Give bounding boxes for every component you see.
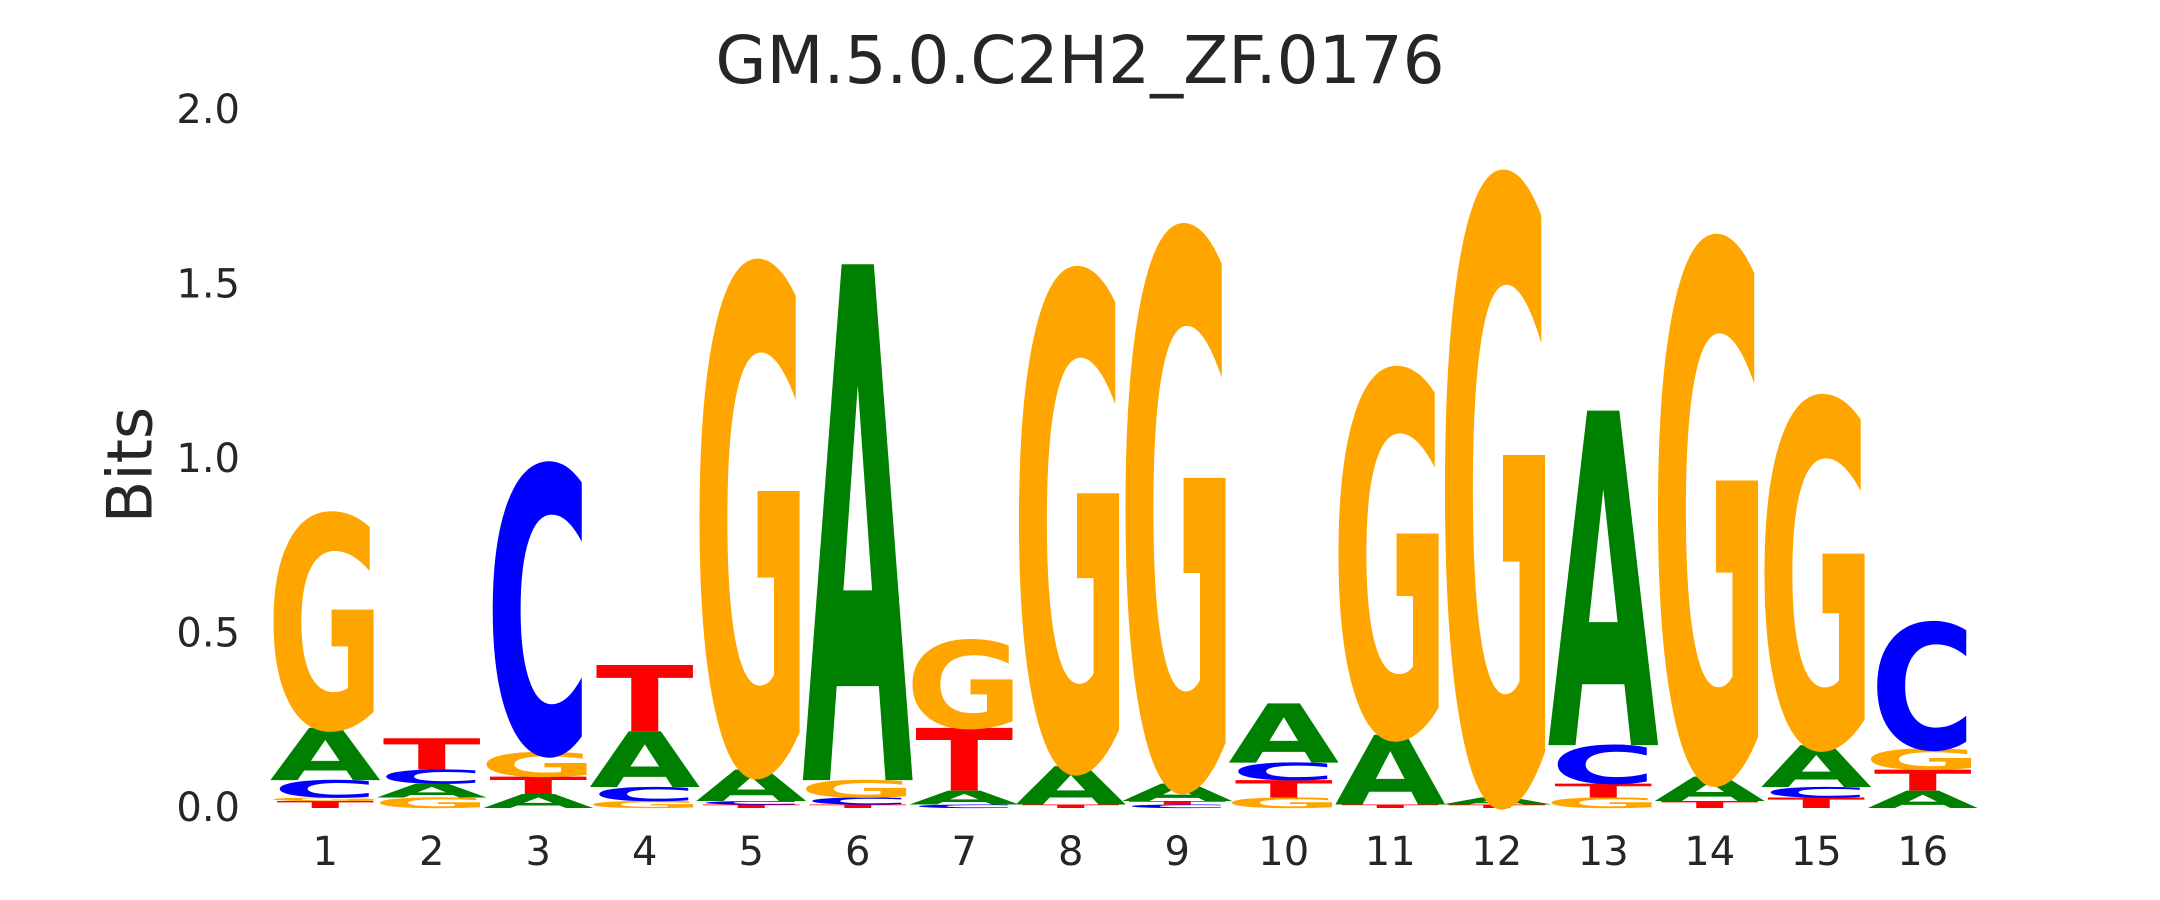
logo-letter-G: G bbox=[1438, 14, 1556, 900]
logo-letter-G: G bbox=[1651, 99, 1769, 900]
y-tick-label: 0.0 bbox=[176, 785, 240, 831]
x-tick-label: 15 bbox=[1791, 829, 1842, 875]
y-tick-label: 1.5 bbox=[176, 262, 240, 308]
logo-letter-A: A bbox=[1228, 687, 1339, 782]
x-tick-label: 16 bbox=[1897, 829, 1948, 875]
logo-letter-G: G bbox=[1757, 307, 1875, 858]
x-tick-label: 13 bbox=[1578, 829, 1629, 875]
x-tick-label: 6 bbox=[845, 829, 870, 875]
logo-letter-A: A bbox=[1548, 320, 1660, 854]
x-tick-label: 10 bbox=[1258, 829, 1309, 875]
x-tick-label: 9 bbox=[1165, 829, 1190, 875]
y-tick-label: 2.0 bbox=[176, 87, 240, 133]
logo-letter-G: G bbox=[905, 617, 1023, 756]
logo-letter-C: C bbox=[1870, 590, 1975, 790]
x-tick-label: 5 bbox=[739, 829, 764, 875]
x-tick-label: 7 bbox=[952, 829, 977, 875]
logo-letter-G: G bbox=[692, 131, 810, 900]
y-tick-label: 0.5 bbox=[176, 611, 240, 657]
x-tick-label: 12 bbox=[1471, 829, 1522, 875]
x-tick-label: 11 bbox=[1365, 829, 1416, 875]
x-tick-label: 14 bbox=[1684, 829, 1735, 875]
logo-letter-T: T bbox=[596, 647, 694, 753]
logo-letter-C: C bbox=[486, 388, 591, 845]
x-tick-label: 1 bbox=[313, 829, 338, 875]
logo-letter-A: A bbox=[802, 125, 914, 900]
logo-letter-T: T bbox=[383, 730, 481, 780]
logo-letter-G: G bbox=[1331, 274, 1449, 853]
logo-letter-G: G bbox=[1012, 141, 1130, 900]
x-tick-label: 3 bbox=[526, 829, 551, 875]
x-tick-label: 4 bbox=[632, 829, 657, 875]
x-tick-label: 2 bbox=[419, 829, 444, 875]
y-axis-label: Bits bbox=[94, 407, 167, 523]
logo-letter-G: G bbox=[1118, 83, 1236, 900]
y-tick-label: 1.0 bbox=[176, 436, 240, 482]
logo-letter-G: G bbox=[266, 459, 384, 798]
x-tick-label: 8 bbox=[1058, 829, 1083, 875]
